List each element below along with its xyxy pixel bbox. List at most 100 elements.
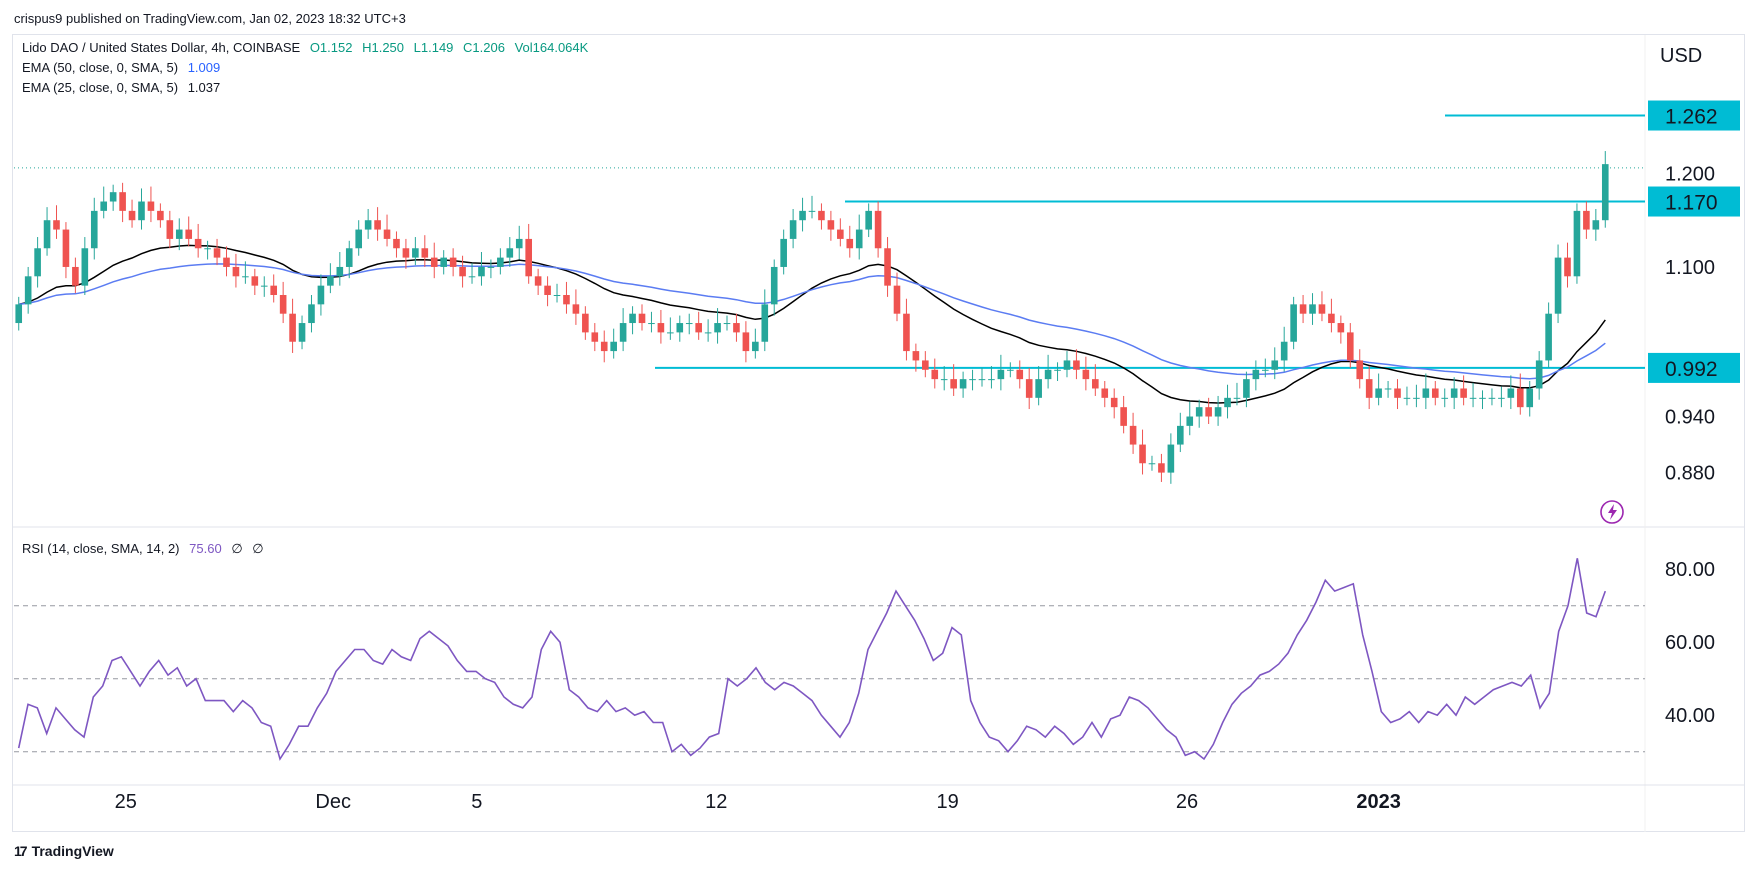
candle-body [978, 379, 986, 381]
candle-body [298, 323, 306, 342]
candle-body [1110, 397, 1118, 408]
ohlc-volume: Vol164.064K [514, 40, 589, 55]
candle-body [128, 210, 136, 221]
rsi-tick-label: 40.00 [1665, 705, 1715, 727]
tradingview-logo[interactable]: 17 TradingView [14, 843, 114, 859]
rsi-line [17, 558, 1607, 761]
price-level-tag-bg [1648, 186, 1740, 217]
candle-body [1583, 210, 1590, 230]
candle-body [1271, 360, 1279, 370]
time-tick-label: 12 [705, 791, 727, 813]
candle-body [242, 276, 249, 278]
candle-body [742, 332, 750, 352]
ema50-label: EMA (50, close, 0, SMA, 5) [22, 60, 179, 75]
candle-body [1554, 257, 1562, 314]
candle-body [62, 229, 70, 267]
price-level-tag-text: 0.992 [1665, 358, 1718, 381]
candle-body [223, 257, 230, 267]
candle-body [1139, 444, 1146, 464]
candle-body [903, 313, 910, 352]
candle-body [308, 304, 315, 324]
candle-body [1564, 257, 1571, 277]
candle-body [175, 229, 183, 239]
candle-body [1469, 397, 1477, 399]
candle-body [969, 379, 976, 381]
candle-body [789, 220, 797, 239]
candle-body [1044, 369, 1052, 380]
candle-body [695, 323, 702, 333]
candle-body [317, 285, 325, 305]
candle-body [100, 201, 108, 211]
candle-body [1195, 407, 1203, 417]
ohlc-close: C1.206 [463, 40, 505, 55]
candle-body [1488, 397, 1496, 399]
candle-body [667, 332, 674, 334]
candle-body [1328, 313, 1335, 324]
price-level-tag[interactable]: 0.992 [1648, 352, 1740, 383]
candle-body [260, 285, 268, 287]
candle-body [487, 266, 495, 268]
candle-body [1384, 388, 1392, 390]
candle-body [336, 266, 344, 277]
candle-body [1413, 397, 1420, 399]
price-level-tag[interactable]: 1.262 [1648, 100, 1740, 131]
price-tick-label: 0.940 [1665, 407, 1715, 429]
candle-body [1309, 304, 1316, 314]
lightning-icon[interactable] [1600, 500, 1624, 524]
candle-body [1177, 425, 1184, 445]
candle-body [1205, 407, 1212, 417]
time-tick-label: 5 [471, 791, 482, 813]
candle-body [1346, 332, 1354, 361]
candle-body [893, 285, 901, 314]
candle-body [959, 379, 967, 389]
rsi-value: 75.60 [189, 541, 222, 556]
candle-body [72, 266, 79, 286]
candle-body [327, 276, 334, 286]
candle-body [81, 248, 89, 286]
candle-body [440, 257, 447, 267]
candle-body [157, 210, 164, 221]
candle-body [733, 323, 740, 333]
candle-body [119, 192, 126, 211]
candle-body [345, 248, 353, 267]
candle-body [1120, 407, 1127, 426]
candle-body [1063, 360, 1071, 370]
candle-body [865, 210, 872, 230]
candle-body [355, 229, 363, 249]
candle-body [997, 369, 1005, 380]
candle-body [15, 304, 23, 324]
rsi-legend: RSI (14, close, SMA, 14, 2) 75.60 ∅ ∅ [22, 541, 270, 557]
time-tick-label: 26 [1176, 791, 1198, 813]
candle-body [393, 238, 400, 249]
candle-body [1592, 220, 1600, 230]
price-tick-label: 1.200 [1665, 163, 1715, 185]
candle-body [1167, 444, 1175, 473]
time-tick-label: 19 [937, 791, 959, 813]
candle-body [1479, 397, 1486, 399]
candle-body [1337, 323, 1345, 333]
candle-body [289, 313, 296, 342]
candle-body [619, 323, 627, 342]
candle-body [837, 229, 844, 239]
time-tick-label: 25 [115, 791, 137, 813]
rsi-tick-label: 60.00 [1665, 632, 1715, 654]
candle-body [270, 285, 278, 295]
candle-body [1441, 397, 1449, 399]
price-level-tag-bg [1648, 100, 1740, 131]
candle-body [421, 248, 429, 258]
candle-body [204, 248, 211, 250]
candle-body [572, 304, 580, 314]
candle-body [515, 238, 523, 249]
candle-body [1450, 388, 1458, 398]
chart-frame[interactable] [12, 34, 1745, 832]
price-level-tag[interactable]: 1.170 [1648, 186, 1740, 217]
candle-body [364, 220, 372, 230]
candle-body [43, 220, 51, 249]
candle-body [1507, 388, 1515, 398]
candle-body [1318, 304, 1326, 314]
candle-body [1243, 379, 1250, 398]
candle-body [1375, 388, 1382, 398]
candle-body [1431, 388, 1439, 398]
candle-body [534, 276, 542, 286]
